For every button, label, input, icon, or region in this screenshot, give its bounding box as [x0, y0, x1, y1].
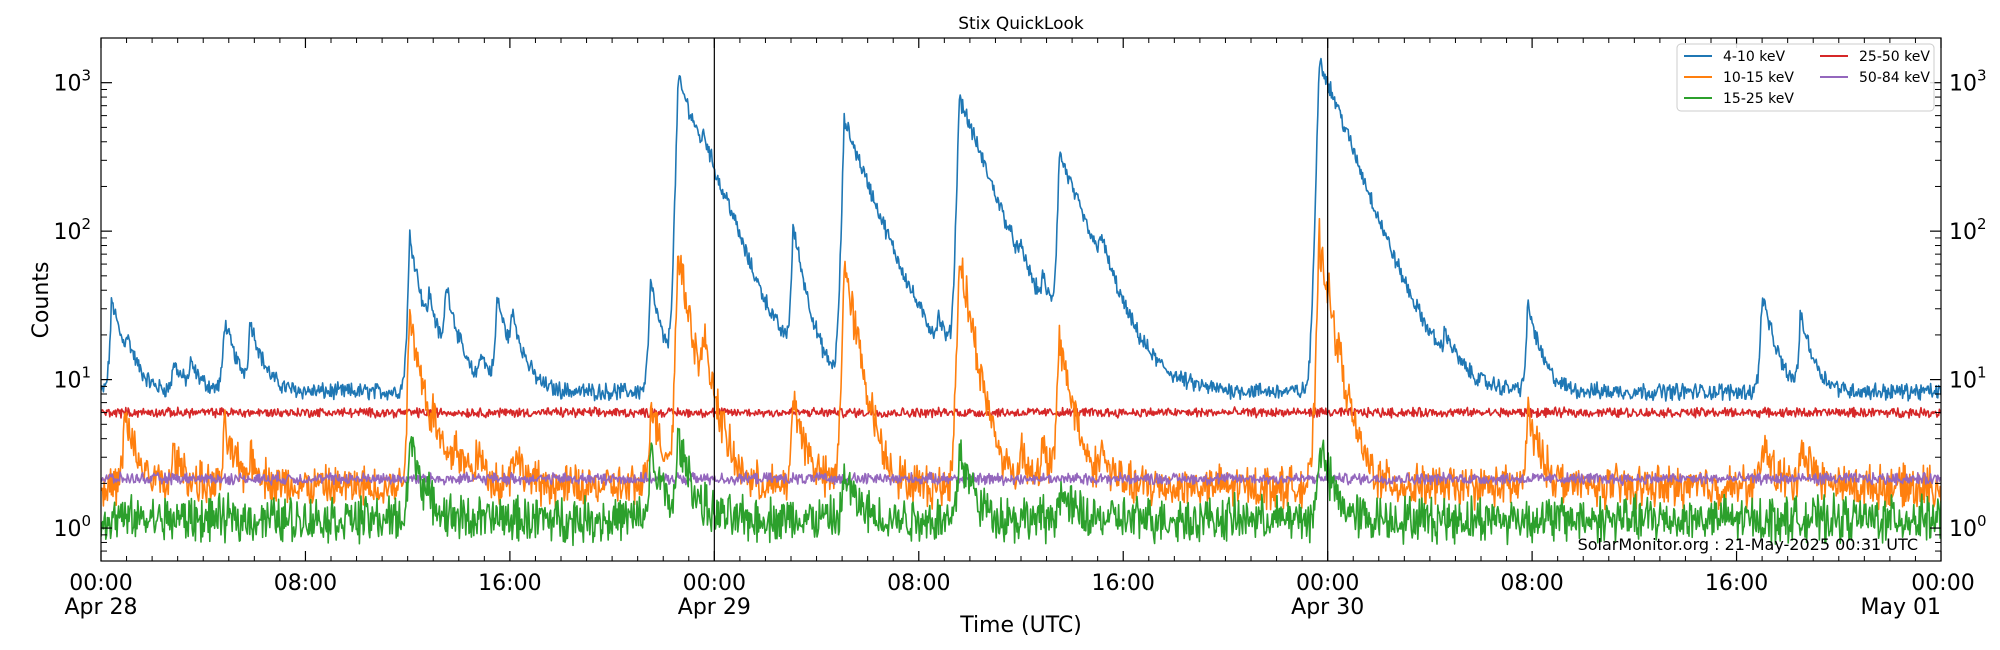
y-tick-label-right: 103: [1949, 67, 1987, 97]
legend-label: 25-50 keV: [1859, 49, 1930, 65]
x-axis-label: Time (UTC): [959, 613, 1082, 638]
series-line-15-25-kev: [101, 427, 1941, 547]
day-divider-layer: [713, 38, 1329, 561]
x-tick-sublabel: Apr 28: [64, 595, 137, 620]
chart-title: Stix QuickLook: [958, 14, 1084, 34]
x-tick-sublabel: Apr 29: [678, 595, 751, 620]
legend-label: 4-10 keV: [1723, 49, 1785, 65]
legend: 4-10 keV 10-15 keV 15-25 keV 25-50 keV 50-84…: [1676, 43, 1935, 112]
x-tick-label: 00:00: [1296, 571, 1359, 596]
y-tick-label-right: 100: [1949, 512, 1987, 542]
y-tick-label-right: 101: [1949, 364, 1987, 394]
legend-entry: 25-50 keV: [1820, 49, 1930, 65]
y-tick-label-right: 102: [1949, 215, 1987, 245]
series-line-25-50-kev: [101, 406, 1941, 419]
x-tick-label: 16:00: [1705, 571, 1768, 596]
watermark: SolarMonitor.org : 21-May-2025 00:31 UTC: [1578, 535, 1918, 554]
x-tick-label: 00:00: [683, 571, 746, 596]
y-tick-label-left: 103: [53, 67, 91, 97]
legend-entry: 4-10 keV: [1684, 49, 1785, 65]
series-line-4-10-kev: [101, 57, 1941, 402]
y-tick-label-left: 102: [53, 215, 91, 245]
y-axis-label: Counts: [29, 262, 54, 339]
x-tick-sublabel: May 01: [1861, 595, 1941, 620]
series-layer: [101, 57, 1941, 547]
x-tick-label: 16:00: [478, 571, 541, 596]
legend-entry: 10-15 keV: [1684, 70, 1794, 86]
legend-label: 50-84 keV: [1859, 70, 1930, 86]
legend-box: [1676, 43, 1935, 112]
x-tick-label: 00:00: [69, 571, 132, 596]
legend-label: 15-25 keV: [1723, 91, 1794, 107]
y-tick-label-left: 101: [53, 364, 91, 394]
y-tick-label-left: 100: [53, 512, 91, 542]
x-tick-label: 16:00: [1092, 571, 1155, 596]
legend-entry: 50-84 keV: [1820, 70, 1930, 86]
legend-label: 10-15 keV: [1723, 70, 1794, 86]
x-tick-label: 08:00: [274, 571, 337, 596]
x-tick-sublabel: Apr 30: [1291, 595, 1364, 620]
legend-entry: 15-25 keV: [1684, 91, 1794, 107]
series-line-10-15-kev: [101, 217, 1941, 512]
y-axis-ticks: 100 100 101 101 102 102 103 103: [53, 37, 1987, 562]
x-tick-label: 00:00: [1911, 571, 1974, 596]
x-tick-label: 08:00: [1500, 571, 1563, 596]
x-tick-label: 08:00: [887, 571, 950, 596]
